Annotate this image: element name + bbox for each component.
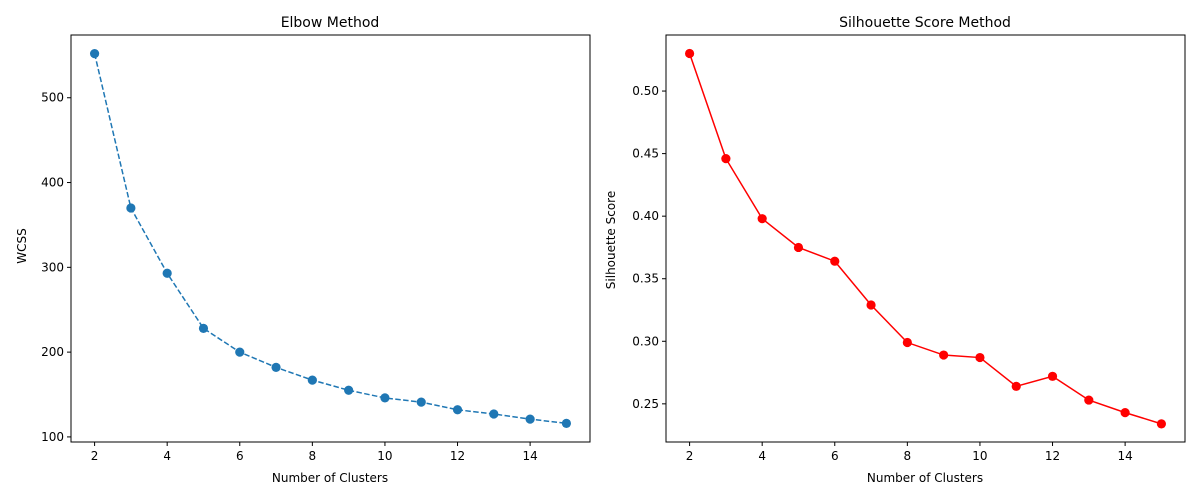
silhouette-xlabel: Number of Clusters bbox=[867, 471, 983, 485]
silhouette-data-point bbox=[1011, 381, 1021, 391]
elbow-data-point bbox=[380, 393, 390, 403]
silhouette-ytick-label: 0.40 bbox=[632, 209, 659, 223]
elbow-data-point bbox=[344, 385, 354, 395]
silhouette-data-point bbox=[1047, 371, 1058, 381]
silhouette-data-point bbox=[721, 154, 731, 164]
silhouette-data-point bbox=[1156, 419, 1167, 429]
elbow-plot-frame bbox=[70, 34, 591, 443]
silhouette-data-point bbox=[793, 242, 804, 253]
silhouette-xtick-label: 12 bbox=[1045, 449, 1060, 463]
elbow-data-point bbox=[307, 375, 317, 385]
elbow-xtick-label: 2 bbox=[91, 449, 99, 463]
silhouette-ticks: 2 4 6 8 10 12 14 0.25 0.30 0.35 0.40 0.45 0.50 bbox=[632, 84, 1132, 463]
elbow-xtick-label: 4 bbox=[163, 449, 171, 463]
silhouette-data-point bbox=[1120, 407, 1130, 418]
elbow-ytick-label: 200 bbox=[41, 345, 64, 359]
elbow-ticks: 2 4 6 8 10 12 14 100 200 300 400 500 bbox=[41, 91, 538, 463]
elbow-data-point bbox=[198, 323, 209, 333]
elbow-data-point bbox=[416, 397, 426, 407]
silhouette-data-point bbox=[866, 300, 876, 310]
silhouette-ytick-label: 0.35 bbox=[632, 272, 659, 286]
silhouette-xtick-label: 8 bbox=[904, 449, 912, 463]
silhouette-plot-frame bbox=[665, 34, 1186, 443]
silhouette-ytick-label: 0.30 bbox=[632, 334, 659, 348]
elbow-ylabel: WCSS bbox=[15, 228, 29, 263]
elbow-title: Elbow Method bbox=[281, 15, 380, 31]
elbow-data-point bbox=[452, 405, 463, 415]
silhouette-xtick-label: 10 bbox=[972, 449, 987, 463]
silhouette-xtick-label: 2 bbox=[686, 449, 694, 463]
silhouette-ytick-label: 0.50 bbox=[632, 84, 659, 98]
silhouette-data-point bbox=[939, 350, 949, 360]
elbow-xtick-label: 10 bbox=[377, 449, 392, 463]
elbow-xlabel: Number of Clusters bbox=[272, 471, 388, 485]
silhouette-ytick-label: 0.25 bbox=[632, 397, 659, 411]
elbow-data-point bbox=[235, 347, 245, 357]
silhouette-xtick-label: 6 bbox=[831, 449, 839, 463]
silhouette-ylabel: Silhouette Score bbox=[604, 191, 618, 289]
elbow-xtick-label: 8 bbox=[309, 449, 317, 463]
silhouette-data-point bbox=[830, 256, 840, 266]
elbow-data-point bbox=[89, 49, 100, 59]
elbow-data-point bbox=[271, 362, 281, 372]
silhouette-marks bbox=[684, 48, 1167, 429]
silhouette-title: Silhouette Score Method bbox=[839, 15, 1011, 31]
silhouette-data-point bbox=[902, 337, 912, 348]
silhouette-data-point bbox=[975, 352, 985, 363]
elbow-series-line bbox=[93, 53, 567, 425]
elbow-ytick-label: 400 bbox=[41, 176, 64, 190]
silhouette-xtick-label: 14 bbox=[1117, 449, 1132, 463]
elbow-ytick-label: 500 bbox=[41, 91, 64, 105]
silhouette-series-line bbox=[688, 53, 1162, 425]
elbow-data-point bbox=[489, 409, 499, 419]
elbow-xtick-label: 12 bbox=[450, 449, 465, 463]
elbow-data-point bbox=[525, 414, 535, 424]
elbow-xtick-label: 14 bbox=[522, 449, 537, 463]
elbow-ytick-label: 300 bbox=[41, 260, 64, 274]
silhouette-data-point bbox=[684, 48, 695, 59]
elbow-data-point bbox=[561, 418, 572, 428]
silhouette-ytick-label: 0.45 bbox=[632, 147, 659, 161]
silhouette-chart: Silhouette Score Method Number of Cluste… bbox=[604, 15, 1186, 485]
elbow-data-point bbox=[126, 203, 136, 213]
silhouette-xtick-label: 4 bbox=[758, 449, 766, 463]
elbow-marks bbox=[89, 49, 572, 428]
silhouette-data-point bbox=[1084, 395, 1094, 405]
elbow-data-point bbox=[162, 268, 172, 278]
silhouette-data-point bbox=[757, 214, 767, 224]
elbow-ytick-label: 100 bbox=[41, 430, 64, 444]
elbow-xtick-label: 6 bbox=[236, 449, 244, 463]
elbow-chart: Elbow Method Number of Clusters WCSS 2 4 6… bbox=[15, 15, 591, 485]
